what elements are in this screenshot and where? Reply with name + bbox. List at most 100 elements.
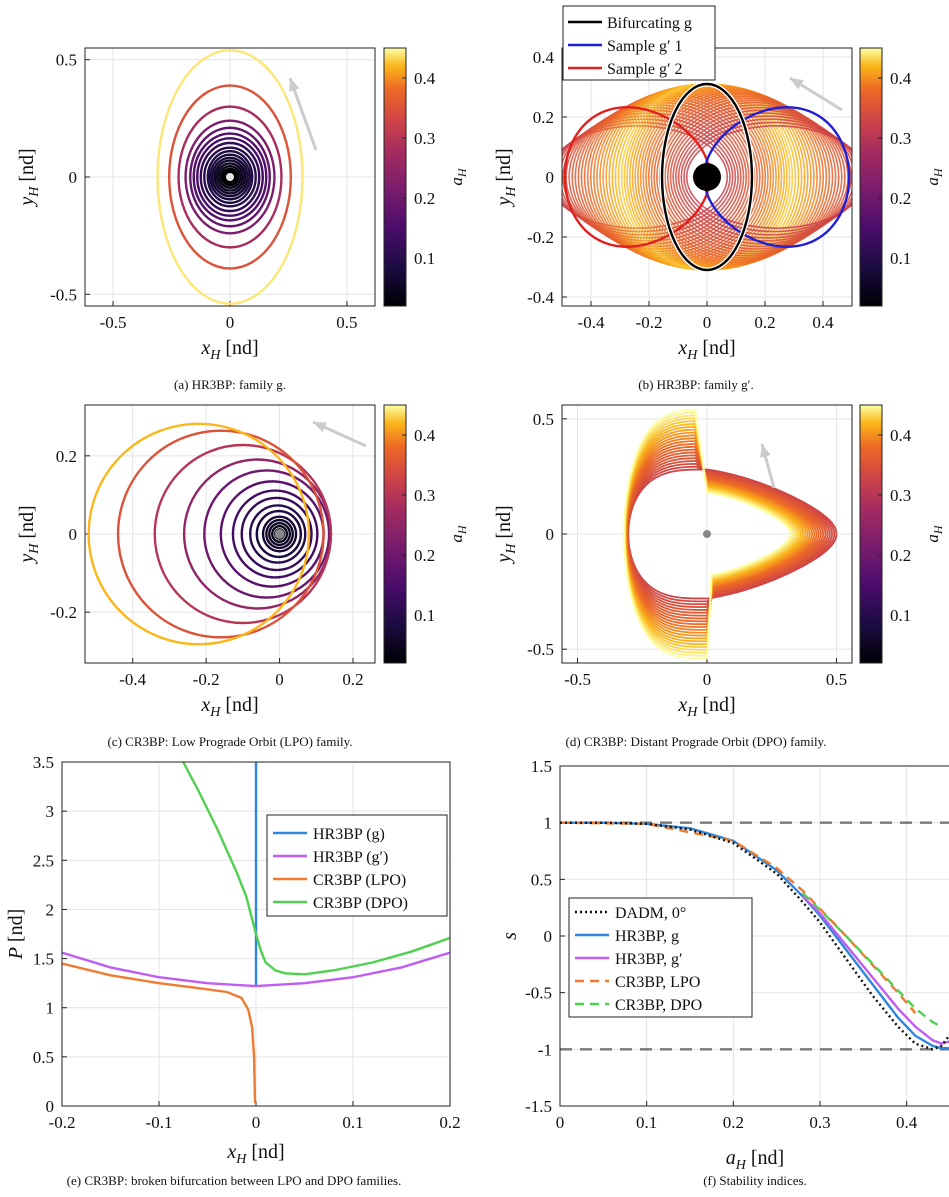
x-tick-label: -0.2 [636,313,663,332]
x-tick-label: -0.5 [100,313,127,332]
y-tick-label: -1 [538,1040,552,1059]
x-tick-label: -0.4 [578,313,605,332]
y-tick-label: 1 [46,999,55,1018]
plot-area [62,762,450,1104]
legend-label: CR3BP (DPO) [313,895,408,912]
colorbar-tick-label: 0.3 [890,486,911,505]
x-tick-label: -0.2 [193,670,220,689]
legend-label: CR3BP (LPO) [313,872,406,889]
y-tick-label: 0.5 [56,51,77,70]
orbit [261,515,298,553]
panel-a: -0.5 0 0.5 -0.5 0 0.5 xH [nd] yH [nd] 0.1 0.2 0.3 0… [16,47,469,363]
arrow-head [790,78,804,90]
orbit [87,422,311,646]
colorbar-tick-label: 0.1 [890,249,911,268]
plot-area [156,49,304,305]
y-tick-label: 0 [69,525,78,544]
x-tick-label: -0.1 [146,1113,173,1132]
x-tick-label: 0.2 [439,1113,460,1132]
axes-frame [84,404,376,664]
legend-label: HR3BP, g′ [615,951,683,968]
y-tick-label: 0.2 [56,447,77,466]
caption-b: (b) HR3BP: family g′. [638,377,754,392]
orbit [653,93,831,261]
orbit [199,141,261,213]
panel-b: -0.4 -0.2 0 0.2 0.4 -0.4 -0.2 0 0.2 0.4 xH [nd] yH … [493,5,945,363]
y-axis-label: P [nd] [5,909,27,961]
x-tick-label: 0.4 [896,1113,918,1132]
x-tick-label: 0.1 [636,1113,657,1132]
colorbar-tick-label: 0.2 [890,546,911,565]
primary-body [693,163,721,191]
x-tick-label: 0.1 [342,1113,363,1132]
colorbar-tick-label: 0.2 [414,546,435,565]
panel-c: -0.4 -0.2 0 0.2 -0.2 0 0.2 xH [nd] yH [nd] 0.1 0.2… [16,404,469,720]
colorbar-tick-label: 0.2 [890,189,911,208]
legend: Bifurcating g Sample g′ 1 Sample g′ 2 [562,5,716,81]
series-line [62,951,450,988]
x-axis-label: xH [nd] [226,1141,284,1167]
orbit [255,509,303,559]
colorbar [383,404,407,664]
caption-e: (e) CR3BP: broken bifurcation between LP… [67,1173,402,1188]
orbit [203,146,257,208]
x-tick-label: 0.5 [826,670,847,689]
y-tick-label: 0 [46,1097,55,1116]
orbit [211,156,249,198]
orbit [623,408,791,660]
colorbar-tick-label: 0.3 [414,486,435,505]
y-tick-label: 1.5 [531,757,552,776]
x-tick-label: -0.5 [564,670,591,689]
legend: HR3BP (g) HR3BP (g′) CR3BP (LPO) CR3BP (DPO… [266,814,448,917]
orbit [215,162,245,192]
primary-body [274,529,285,539]
legend-label: Bifurcating g [607,15,692,32]
colorbar [383,47,407,307]
legend-label: HR3BP (g) [313,826,385,843]
orbit [218,165,242,189]
y-tick-label: 0.5 [533,410,554,429]
colorbar-tick-label: 0.4 [890,69,912,88]
y-tick-label: 0.2 [533,108,554,127]
colorbar-label: aH [447,524,469,543]
y-axis-label: yH [nd] [16,148,42,207]
orbit [265,518,294,550]
x-tick-label: 0.2 [342,670,363,689]
x-tick-label: 0.2 [723,1113,744,1132]
x-axis-label: xH [nd] [677,694,735,720]
x-axis-label: xH [nd] [677,337,735,363]
panel-d: -0.5 0 0.5 -0.5 0 0.5 xH [nd] yH [nd] 0.1 0.2 0.3 0… [493,404,945,720]
colorbar-label: aH [923,524,945,543]
orbit [680,118,852,236]
arrow-head [289,78,300,92]
orbit [240,496,313,572]
orbit [562,125,729,229]
y-tick-label: 0.5 [33,1048,54,1067]
orbit [192,132,268,222]
caption-f: (f) Stability indices. [703,1173,807,1188]
y-tick-label: 0 [546,525,555,544]
series-line [801,895,949,1045]
y-tick-label: 0.5 [531,870,552,889]
axes-frame [61,761,451,1107]
orbit [664,101,843,253]
colorbar-tick-label: 0.2 [414,189,435,208]
x-tick-label: 0 [703,313,712,332]
series-line [182,762,450,976]
orbit [189,126,271,228]
colorbar-tick-label: 0.4 [890,426,912,445]
legend: DADM, 0° HR3BP, g HR3BP, g′ CR3BP, LPO CR3BP… [568,897,753,1018]
y-tick-label: -0.5 [527,640,554,659]
y-tick-label: -0.4 [527,288,554,307]
legend-label: CR3BP, LPO [615,974,700,991]
orbit [167,84,293,270]
orbit [248,504,307,564]
y-tick-label: 0 [544,927,553,946]
x-tick-label: -0.2 [49,1113,76,1132]
orbit [683,121,852,233]
x-tick-label: 0 [275,670,284,689]
y-tick-label: 3 [46,802,55,821]
series-line [801,892,942,1028]
panel-e: -0.2 -0.1 0 0.1 0.2 0 0.5 1 1.5 2 2.5 3 3.5 xH [nd] P … [5,753,461,1167]
